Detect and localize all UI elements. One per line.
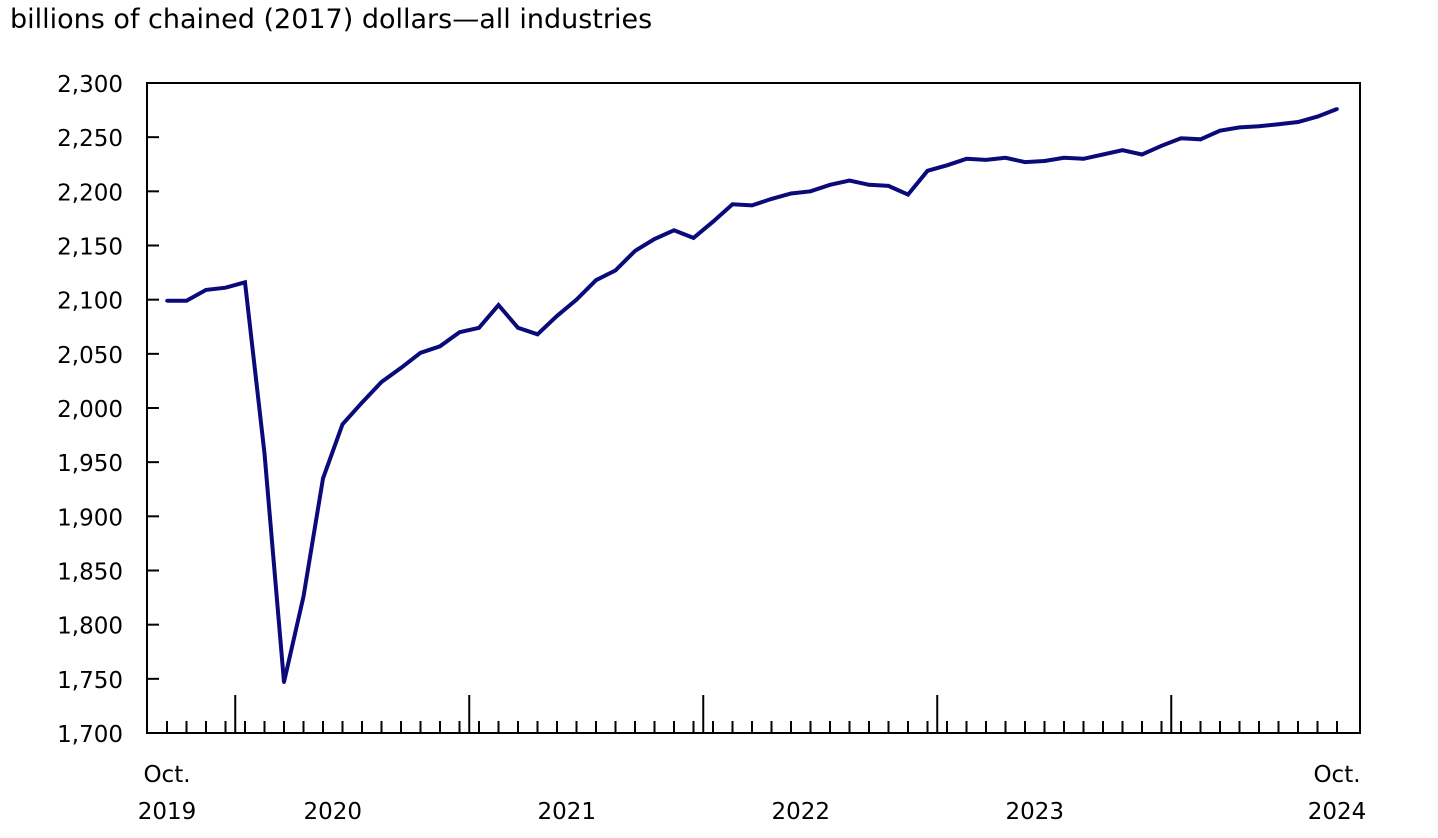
data-point	[730, 202, 735, 207]
data-point	[399, 366, 403, 370]
x-tick-label-year: 2024	[1308, 799, 1367, 825]
data-point	[223, 285, 228, 290]
x-tick-label-month: Oct.	[1313, 762, 1360, 788]
chart-title: billions of chained (2017) dollars—all i…	[10, 4, 653, 35]
data-point	[1023, 160, 1027, 164]
y-tick-label: 1,750	[57, 668, 123, 694]
data-point	[789, 191, 793, 196]
data-point	[496, 303, 501, 307]
data-point	[886, 184, 891, 188]
x-tick-label-month: Oct.	[143, 762, 190, 788]
data-point	[1062, 155, 1066, 160]
data-point	[184, 298, 189, 303]
y-tick-label: 1,700	[57, 722, 123, 748]
data-point	[1159, 144, 1164, 148]
data-point	[945, 163, 949, 168]
data-point	[204, 288, 208, 292]
data-point	[1101, 152, 1105, 157]
x-tick-label-year: 2020	[303, 799, 362, 825]
data-point	[633, 249, 637, 253]
data-point	[1198, 137, 1203, 142]
plot-frame	[146, 82, 1361, 734]
data-point	[691, 236, 696, 240]
series-line	[167, 107, 1338, 683]
data-point	[711, 219, 715, 224]
y-tick-label: 2,150	[57, 235, 123, 261]
y-tick-label: 2,300	[57, 72, 123, 98]
data-point	[457, 330, 462, 334]
y-tick-label: 2,050	[57, 343, 123, 369]
y-tick-label: 1,900	[57, 505, 123, 531]
y-tick-label: 1,850	[57, 560, 123, 586]
data-point	[574, 297, 579, 302]
data-point	[867, 183, 871, 187]
data-point	[828, 183, 832, 187]
data-point	[1042, 159, 1047, 163]
data-point	[1179, 136, 1183, 141]
data-point	[262, 451, 267, 456]
data-point	[379, 380, 384, 384]
data-point	[1218, 128, 1222, 133]
data-point	[165, 298, 169, 303]
data-point	[321, 476, 325, 481]
data-point	[613, 268, 618, 273]
data-point	[750, 203, 754, 208]
data-point	[847, 178, 852, 183]
data-point	[516, 326, 520, 330]
data-point	[1081, 157, 1086, 161]
data-point	[535, 332, 540, 337]
data-point	[1237, 125, 1242, 130]
data-point	[652, 237, 657, 241]
data-point	[984, 158, 988, 162]
data-point	[672, 228, 676, 233]
data-point	[1003, 155, 1008, 160]
data-point	[594, 278, 598, 282]
y-tick-label: 2,000	[57, 397, 123, 423]
series-layer	[165, 107, 1339, 684]
data-point	[1335, 107, 1339, 111]
y-tick-label: 1,950	[57, 451, 123, 477]
data-point	[438, 344, 442, 349]
data-point	[1140, 152, 1144, 157]
y-tick-label: 1,800	[57, 614, 123, 640]
data-point	[808, 189, 813, 194]
y-axis: 1,700 1,750 1,800 1,850 1,900 1,950 2,000 2,050…	[57, 72, 159, 748]
data-point	[418, 350, 423, 355]
data-point	[1276, 122, 1281, 126]
data-point	[243, 280, 247, 285]
x-tick-label-year: 2022	[771, 799, 830, 825]
data-point	[1315, 114, 1320, 119]
data-point	[282, 680, 286, 684]
x-tick-label-year: 2021	[537, 799, 596, 825]
y-tick-label: 2,200	[57, 180, 123, 206]
x-axis: Oct. 2019 2020 2021 2022 2023 Oct. 2024	[138, 695, 1367, 825]
data-point	[1296, 120, 1300, 124]
data-point	[477, 326, 481, 330]
x-tick-label-year: 2019	[138, 799, 197, 825]
data-point	[964, 157, 969, 161]
data-point	[555, 314, 559, 318]
data-point	[340, 422, 345, 427]
data-point	[301, 594, 306, 599]
x-tick-label-year: 2023	[1005, 799, 1064, 825]
data-point	[769, 197, 774, 201]
data-point	[1120, 148, 1125, 152]
data-point	[925, 168, 930, 173]
data-point	[1257, 124, 1261, 129]
y-tick-label: 2,250	[57, 126, 123, 152]
data-point	[360, 400, 364, 405]
data-point	[906, 192, 910, 197]
y-tick-label: 2,100	[57, 289, 123, 315]
